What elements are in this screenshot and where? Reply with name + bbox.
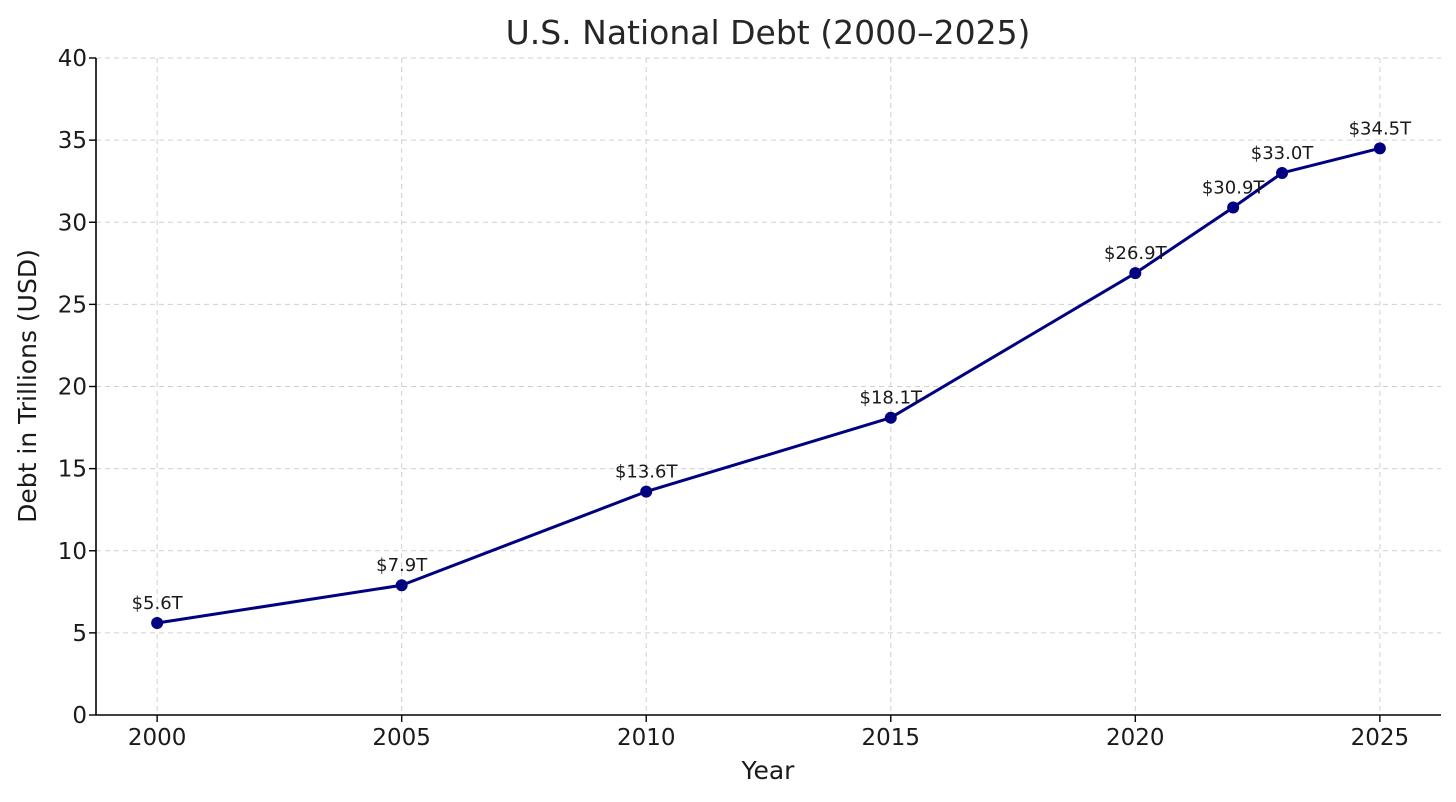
- y-tick-label: 15: [58, 457, 87, 483]
- x-tick-label: 2025: [1351, 725, 1410, 751]
- grid: [96, 57, 1441, 716]
- y-tick-label: 25: [58, 292, 87, 318]
- data-point: [1276, 166, 1289, 179]
- data-labels: $5.6T $7.9T $13.6T $18.1T $26.9T $30.9T $33.0T…: [132, 118, 1413, 614]
- x-tick-label: 2015: [861, 725, 920, 751]
- y-tick-label: 40: [58, 46, 87, 72]
- chart-title: U.S. National Debt (2000–2025): [506, 13, 1031, 52]
- x-tick-label: 2020: [1106, 725, 1165, 751]
- x-ticks: 2000 2005 2010 2015 2020 2025: [128, 715, 1409, 751]
- data-point: [640, 485, 653, 498]
- data-label: $18.1T: [860, 388, 924, 409]
- data-label: $30.9T: [1202, 177, 1266, 198]
- y-ticks: 0 5 10 15 20 25 30 35 40: [58, 46, 96, 729]
- data-point: [1227, 201, 1240, 214]
- series-line: [156, 146, 1381, 625]
- data-label: $5.6T: [132, 593, 184, 614]
- series: [151, 142, 1386, 630]
- data-point: [1373, 142, 1386, 155]
- data-label: $34.5T: [1349, 118, 1413, 139]
- data-label: $13.6T: [615, 462, 679, 483]
- y-tick-label: 35: [58, 128, 87, 154]
- data-label: $7.9T: [376, 555, 428, 576]
- x-axis-label: Year: [741, 756, 796, 785]
- y-tick-label: 20: [58, 375, 87, 401]
- y-axis-label: Debt in Trillions (USD): [13, 249, 42, 523]
- data-point: [395, 579, 408, 592]
- data-label: $33.0T: [1251, 143, 1315, 164]
- y-tick-label: 5: [72, 621, 87, 647]
- data-point: [1129, 267, 1142, 280]
- y-tick-label: 0: [72, 703, 87, 729]
- data-point: [151, 617, 164, 630]
- y-tick-label: 30: [58, 210, 87, 236]
- data-label: $26.9T: [1104, 243, 1168, 264]
- y-tick-label: 10: [58, 539, 87, 565]
- x-tick-label: 2000: [128, 725, 187, 751]
- x-tick-label: 2010: [617, 725, 676, 751]
- data-point: [884, 411, 897, 424]
- x-tick-label: 2005: [372, 725, 431, 751]
